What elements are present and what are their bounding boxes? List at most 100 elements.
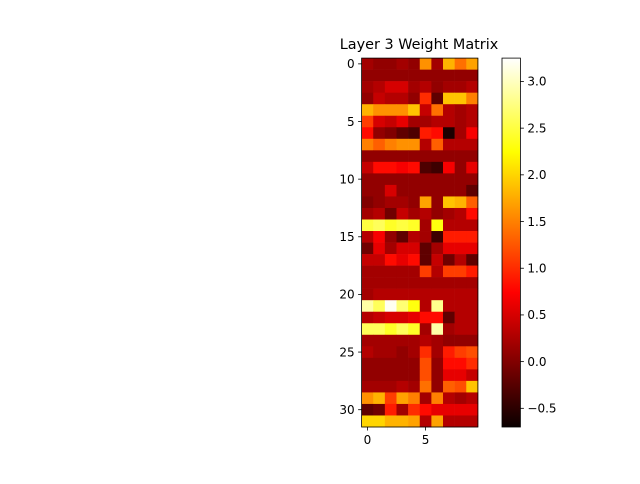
heatmap-cell xyxy=(384,288,397,301)
heatmap-cell xyxy=(419,300,432,313)
heatmap-cell xyxy=(361,231,374,243)
x-tick-label: 0 xyxy=(364,433,372,447)
heatmap-cell xyxy=(466,415,479,428)
heatmap-cell xyxy=(419,150,432,163)
heatmap-cell xyxy=(384,346,397,359)
heatmap-cell xyxy=(373,357,386,370)
heatmap-cell xyxy=(443,138,455,151)
heatmap-cell xyxy=(454,334,467,347)
heatmap-cell xyxy=(431,254,444,266)
heatmap-cell xyxy=(466,403,479,416)
colorbar xyxy=(502,58,521,427)
heatmap-cell xyxy=(408,415,421,428)
heatmap-cell xyxy=(384,207,397,220)
heatmap-cell xyxy=(419,346,432,359)
heatmap-cell xyxy=(454,219,467,232)
heatmap-cell xyxy=(431,288,444,301)
heatmap-cell xyxy=(431,161,444,174)
heatmap-cell xyxy=(454,196,467,209)
heatmap-cell xyxy=(454,392,467,405)
heatmap-cell xyxy=(466,254,479,266)
heatmap-cell xyxy=(443,265,455,278)
y-tick-label: 0 xyxy=(347,57,355,71)
heatmap-cell xyxy=(373,127,386,140)
heatmap-cell xyxy=(396,300,409,313)
heatmap-cell xyxy=(466,265,479,278)
heatmap-cell xyxy=(431,231,444,243)
heatmap-cell xyxy=(431,265,444,278)
heatmap-cell xyxy=(443,242,455,255)
heatmap-cell xyxy=(408,369,421,382)
heatmap-cell xyxy=(396,254,409,266)
heatmap-cell xyxy=(419,323,432,336)
heatmap-cell xyxy=(396,403,409,416)
heatmap-cell xyxy=(431,69,444,82)
heatmap-cell xyxy=(454,380,467,393)
heatmap-cell xyxy=(361,219,374,232)
colorbar-tick-label: 0.0 xyxy=(527,355,546,369)
colorbar-tick-label: 3.0 xyxy=(527,75,546,89)
heatmap-cell xyxy=(373,207,386,220)
heatmap-cell xyxy=(361,92,374,105)
heatmap-cell xyxy=(361,288,374,301)
heatmap-cell xyxy=(408,288,421,301)
heatmap-cell xyxy=(466,115,479,128)
y-tick-label: 10 xyxy=(339,172,354,186)
heatmap-cell xyxy=(408,138,421,151)
heatmap-cell xyxy=(373,334,386,347)
heatmap-cell xyxy=(408,242,421,255)
heatmap-cell xyxy=(396,311,409,324)
heatmap-cell xyxy=(466,277,479,289)
heatmap-cell xyxy=(466,231,479,243)
heatmap-cell xyxy=(361,161,374,174)
heatmap-cell xyxy=(454,81,467,93)
heatmap-cell xyxy=(373,346,386,359)
heatmap-cell xyxy=(419,207,432,220)
heatmap-cell xyxy=(373,219,386,232)
colorbar-tick-label: 2.5 xyxy=(527,121,546,135)
heatmap-cell xyxy=(408,254,421,266)
heatmap-cell xyxy=(443,161,455,174)
heatmap-cell xyxy=(443,173,455,186)
heatmap-cell xyxy=(466,161,479,174)
heatmap-cell xyxy=(408,346,421,359)
heatmap-cell xyxy=(408,150,421,163)
heatmap-cell xyxy=(361,311,374,324)
heatmap-cell xyxy=(466,219,479,232)
heatmap-cell xyxy=(408,219,421,232)
heatmap-cell xyxy=(431,369,444,382)
heatmap-cell xyxy=(454,357,467,370)
heatmap-cell xyxy=(373,254,386,266)
heatmap-cell xyxy=(419,69,432,82)
heatmap-cell xyxy=(373,150,386,163)
heatmap-cell xyxy=(373,300,386,313)
heatmap-cell xyxy=(396,369,409,382)
heatmap-cell xyxy=(431,138,444,151)
heatmap-cell xyxy=(419,81,432,93)
heatmap-cell xyxy=(454,173,467,186)
heatmap-cell xyxy=(443,311,455,324)
heatmap-cell xyxy=(431,92,444,105)
heatmap-cell xyxy=(454,161,467,174)
heatmap-cell xyxy=(431,334,444,347)
heatmap-cell xyxy=(408,184,421,197)
heatmap-cell xyxy=(408,323,421,336)
heatmap-cell xyxy=(454,231,467,243)
y-tick-label: 15 xyxy=(339,230,354,244)
heatmap-cell xyxy=(466,184,479,197)
heatmap-cell xyxy=(443,254,455,266)
heatmap-cell xyxy=(408,277,421,289)
heatmap-cell xyxy=(373,311,386,324)
heatmap-cell xyxy=(373,415,386,428)
heatmap-cell xyxy=(373,242,386,255)
heatmap-cell xyxy=(419,403,432,416)
heatmap-cell xyxy=(361,81,374,93)
heatmap-cell xyxy=(384,334,397,347)
heatmap-cell xyxy=(373,369,386,382)
heatmap-cell xyxy=(361,346,374,359)
heatmap-cell xyxy=(419,219,432,232)
heatmap-cell xyxy=(419,357,432,370)
heatmap-cell xyxy=(419,380,432,393)
heatmap-cell xyxy=(373,104,386,117)
heatmap-cell xyxy=(466,346,479,359)
